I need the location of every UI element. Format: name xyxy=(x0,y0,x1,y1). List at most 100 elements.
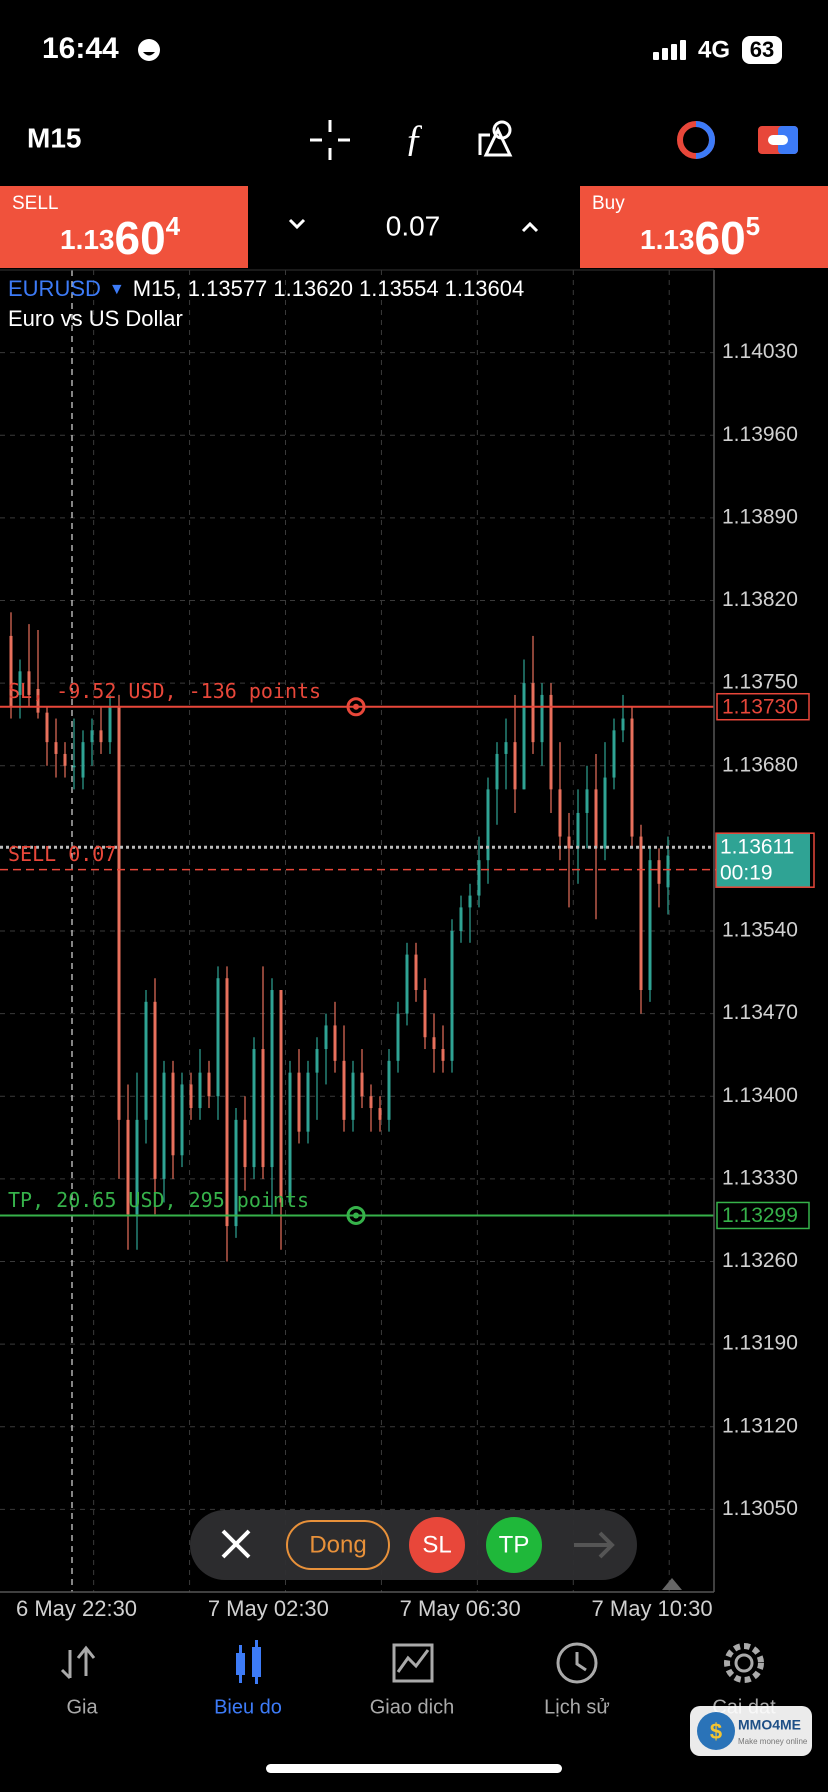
candle-body xyxy=(27,671,31,695)
take_profit-handle[interactable] xyxy=(346,1205,366,1225)
sell-price-main: 1.13 xyxy=(60,224,115,255)
stop_loss-label: SL, -9.52 USD, -136 points xyxy=(8,679,321,703)
candle-body xyxy=(351,1072,355,1120)
candle-body xyxy=(306,1072,310,1132)
indicator-icon[interactable]: ƒ xyxy=(405,118,424,160)
candle-body xyxy=(189,1084,193,1109)
candle-body xyxy=(162,1072,166,1179)
candle-body xyxy=(405,954,409,1014)
candle-body xyxy=(99,730,103,743)
sl-label: SL xyxy=(422,1531,451,1558)
y-tick-label: 1.13540 xyxy=(722,919,798,942)
watermark-name: MMO4ME xyxy=(738,1717,801,1733)
candle-body xyxy=(513,742,517,790)
y-tick-label: 1.13820 xyxy=(722,588,798,611)
nav-label[interactable]: Lịch sử xyxy=(544,1696,610,1718)
candle-body xyxy=(558,789,562,837)
take_profit-handle-dot xyxy=(353,1212,359,1219)
candle-body xyxy=(216,978,220,1097)
emoji-icon xyxy=(138,39,160,61)
volume[interactable]: 0.07 xyxy=(386,210,441,241)
objects-icon[interactable] xyxy=(478,120,513,157)
candle-body xyxy=(315,1049,319,1073)
symbol-dropdown[interactable]: ▼ xyxy=(109,281,125,298)
candle-body xyxy=(36,689,40,713)
candle-body xyxy=(72,765,76,768)
close-label: Dong xyxy=(309,1531,366,1558)
candle-body xyxy=(207,1072,211,1097)
candle-body xyxy=(369,1096,373,1109)
close-order-icon[interactable] xyxy=(221,1529,251,1559)
candle-body xyxy=(108,706,112,743)
y-tick-label: 1.13050 xyxy=(722,1497,798,1520)
y-tick-label: 1.13120 xyxy=(722,1414,798,1437)
candle-body xyxy=(180,1084,184,1156)
candle-body xyxy=(225,978,229,1227)
emoji-mouth xyxy=(143,52,155,56)
candle-body xyxy=(432,1037,436,1050)
bid-timer: 00:19 xyxy=(720,862,773,885)
sell-label: SELL xyxy=(12,193,58,214)
candle-body xyxy=(585,789,589,813)
candle-body xyxy=(342,1060,346,1120)
candle-body xyxy=(144,1001,148,1120)
buy-price-sup: 5 xyxy=(746,211,760,241)
crosshair-icon[interactable] xyxy=(310,120,350,160)
candle-body xyxy=(459,907,463,931)
candle-body xyxy=(531,683,535,743)
watermark-logo-sign: $ xyxy=(710,1719,722,1744)
stop_loss-handle-dot xyxy=(353,703,359,710)
candle-body xyxy=(333,1025,337,1061)
candle-body xyxy=(567,836,571,849)
candle-body xyxy=(261,1049,265,1168)
y-tick-label: 1.13330 xyxy=(722,1166,798,1189)
next-arrow[interactable] xyxy=(574,1531,615,1559)
volume-down[interactable] xyxy=(288,218,306,230)
sell-price-big: 60 xyxy=(115,212,166,264)
candle-body xyxy=(126,1119,130,1215)
y-tick-label: 1.14030 xyxy=(722,340,798,363)
y-tick-label: 1.13470 xyxy=(722,1001,798,1024)
candle-body xyxy=(414,954,418,991)
symbol-description: Euro vs US Dollar xyxy=(8,306,183,331)
buy-button[interactable] xyxy=(580,186,828,268)
x-tick-label: 7 May 06:30 xyxy=(400,1596,521,1621)
candle-body xyxy=(648,860,652,991)
candle-body xyxy=(63,753,67,766)
candle-body xyxy=(396,1013,400,1061)
x-tick-label: 7 May 10:30 xyxy=(592,1596,713,1621)
nav-label[interactable]: Gia xyxy=(66,1696,98,1718)
nav-icon-price xyxy=(60,1645,96,1680)
bid-price: 1.13611 xyxy=(720,836,794,859)
sell-button[interactable] xyxy=(0,186,248,268)
network: 4G xyxy=(698,36,730,63)
trade-icon-pill xyxy=(768,135,788,145)
candle-body xyxy=(576,812,580,849)
y-tick-label: 1.13260 xyxy=(722,1249,798,1272)
candle-body xyxy=(288,1072,292,1203)
stop_loss-handle[interactable] xyxy=(346,697,366,717)
x-tick-label: 7 May 02:30 xyxy=(208,1596,329,1621)
y-tick-label: 1.13190 xyxy=(722,1332,798,1355)
chart xyxy=(0,270,810,1592)
symbol: EURUSD xyxy=(8,276,101,301)
y-tick-label: 1.13750 xyxy=(722,671,798,694)
nav-label[interactable]: Giao dich xyxy=(370,1696,455,1718)
sl-button[interactable] xyxy=(409,1517,465,1573)
battery xyxy=(742,36,782,64)
candle-body xyxy=(252,1049,256,1168)
watermark-tagline: Make money online xyxy=(738,1737,808,1746)
buy-price: 1.13605 xyxy=(640,211,760,264)
candle-body xyxy=(387,1060,391,1120)
timeframe[interactable]: M15 xyxy=(27,122,81,153)
candle-body xyxy=(423,990,427,1038)
close-button[interactable] xyxy=(286,1520,390,1570)
stop_loss-price-box xyxy=(716,692,810,721)
tp-button[interactable] xyxy=(486,1517,542,1573)
volume-up[interactable] xyxy=(521,221,539,233)
candle-body xyxy=(441,1049,445,1061)
buy-price-main: 1.13 xyxy=(640,224,695,255)
candle-body xyxy=(243,1119,247,1168)
nav-label[interactable]: Bieu do xyxy=(214,1696,282,1718)
